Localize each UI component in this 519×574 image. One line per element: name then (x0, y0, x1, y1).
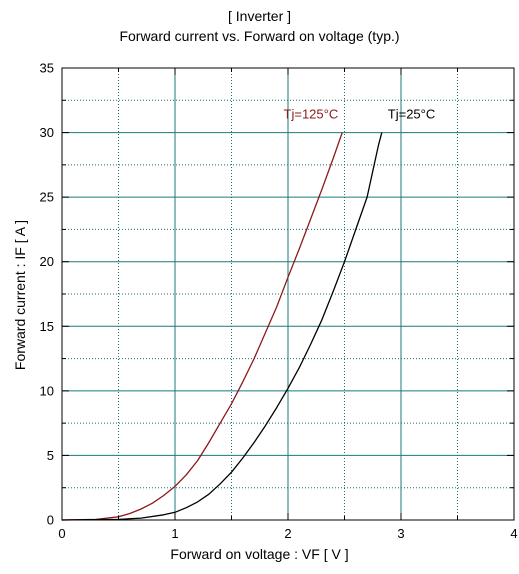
y-tick-label: 10 (40, 383, 54, 398)
series-label-1: Tj=25°C (388, 107, 435, 122)
series-layer (61, 132, 383, 521)
label-layer: 0 1 2 3 4 0 5 10 15 20 25 30 35 Tj=125°C Tj=25°C (40, 61, 518, 542)
x-tick-label: 2 (284, 526, 291, 541)
x-axis-label: Forward on voltage : VF [ V ] (170, 546, 349, 562)
series-line-1 (61, 132, 383, 521)
y-tick-label: 30 (40, 125, 54, 140)
x-tick-label: 4 (510, 526, 517, 541)
y-tick-label: 20 (40, 254, 54, 269)
chart-subtitle: Forward current vs. Forward on voltage (… (119, 28, 400, 44)
grid-layer (62, 68, 514, 520)
y-tick-label: 25 (40, 190, 54, 205)
y-tick-label: 15 (40, 319, 54, 334)
y-tick-label: 35 (40, 61, 54, 76)
chart-title: [ Inverter ] (227, 8, 292, 24)
y-tick-label: 0 (47, 513, 54, 528)
x-tick-label: 3 (397, 526, 404, 541)
y-tick-label: 5 (47, 448, 54, 463)
series-label-0: Tj=125°C (284, 107, 339, 122)
x-tick-label: 0 (58, 526, 65, 541)
tick-layer (61, 67, 515, 521)
x-tick-label: 1 (171, 526, 178, 541)
series-line-0 (61, 132, 343, 521)
